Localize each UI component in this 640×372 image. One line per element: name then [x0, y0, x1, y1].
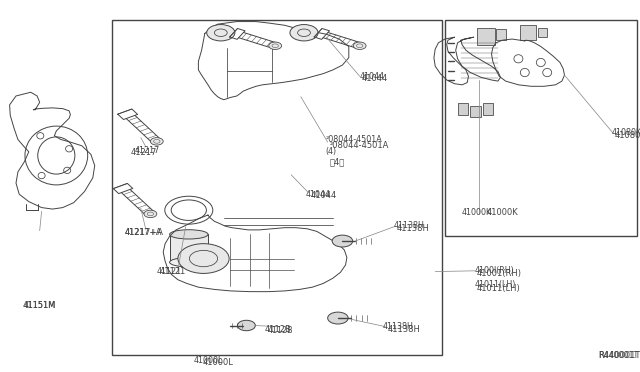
Bar	[496, 29, 506, 40]
Text: 41000L: 41000L	[193, 356, 223, 365]
Text: 41080K: 41080K	[614, 131, 640, 140]
Ellipse shape	[170, 257, 208, 267]
Text: 41151M: 41151M	[24, 301, 56, 310]
Bar	[477, 28, 495, 45]
Text: 41138H: 41138H	[387, 325, 420, 334]
Circle shape	[290, 25, 318, 41]
Text: 41000K: 41000K	[461, 208, 492, 217]
Text: R440001T: R440001T	[598, 351, 639, 360]
Text: 41001(RH): 41001(RH)	[477, 269, 522, 278]
Text: 41217+A: 41217+A	[125, 228, 162, 237]
Circle shape	[207, 25, 235, 41]
Bar	[483, 103, 493, 115]
Text: 41217+A: 41217+A	[125, 228, 163, 237]
Text: 41138H: 41138H	[383, 322, 413, 331]
Bar	[520, 25, 536, 40]
Circle shape	[332, 235, 353, 247]
Text: 41151M: 41151M	[23, 301, 56, 310]
Bar	[445, 20, 637, 236]
Text: 41044: 41044	[310, 191, 337, 200]
Text: 4112B: 4112B	[268, 326, 293, 335]
Text: 41044: 41044	[306, 190, 331, 199]
Text: 41000L: 41000L	[202, 358, 233, 367]
Text: (4): (4)	[325, 147, 336, 156]
Ellipse shape	[170, 230, 208, 239]
Bar	[170, 234, 208, 262]
Bar	[470, 106, 481, 117]
Text: R440001T: R440001T	[598, 351, 640, 360]
Bar	[538, 28, 547, 37]
Text: 41121: 41121	[157, 267, 182, 276]
Text: 41011(LH): 41011(LH)	[475, 280, 516, 289]
Bar	[112, 20, 442, 355]
Text: 41217: 41217	[131, 148, 157, 157]
Text: 41044: 41044	[362, 74, 388, 83]
Text: 41217: 41217	[134, 146, 159, 155]
Text: 〨4〩: 〨4〩	[330, 157, 345, 166]
Circle shape	[328, 312, 348, 324]
Text: 41080K: 41080K	[611, 128, 640, 137]
Text: 4112B: 4112B	[265, 325, 292, 334]
Circle shape	[353, 42, 366, 49]
Circle shape	[237, 320, 255, 331]
Circle shape	[178, 244, 229, 273]
Text: 41000K: 41000K	[486, 208, 518, 217]
Text: ²08044-4501A: ²08044-4501A	[330, 141, 389, 150]
Circle shape	[269, 42, 282, 49]
Circle shape	[144, 210, 157, 218]
Bar	[458, 103, 468, 115]
Text: 4100I(RH): 4100I(RH)	[475, 266, 515, 275]
Text: 41044: 41044	[360, 72, 385, 81]
Text: 41121: 41121	[159, 267, 186, 276]
Text: 41138H: 41138H	[397, 224, 429, 233]
Text: 41138H: 41138H	[394, 221, 424, 230]
Text: ²08044-4501A: ²08044-4501A	[325, 135, 382, 144]
Circle shape	[150, 138, 163, 145]
Text: 41011(LH): 41011(LH)	[477, 284, 520, 293]
